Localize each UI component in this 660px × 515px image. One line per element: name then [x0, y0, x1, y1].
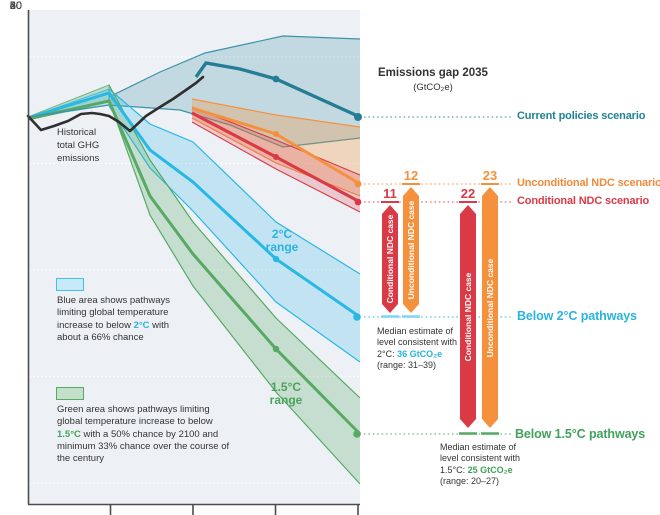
- below-15c-median-line: [27, 99, 362, 436]
- gap-value-cond-15c: 22: [460, 186, 476, 201]
- gap-panel-subtitle: (GtCO₂e): [413, 82, 453, 93]
- median-2c-prefix: 2°C:: [377, 348, 398, 359]
- conditional-15c-gap-arrow: [460, 205, 476, 428]
- y-tick-40: 40: [9, 0, 22, 12]
- blue-area-legend-text: Blue area shows pathways limiting global…: [57, 295, 185, 344]
- unconditional-2030-dot: [273, 131, 279, 137]
- y-tick-30: 30: [9, 0, 22, 12]
- green-area-legend-text: Green area shows pathways limiting globa…: [57, 404, 235, 466]
- gap-bottom-markers: [381, 315, 499, 435]
- y-tick-20: 20: [9, 0, 22, 12]
- green-legend-pre: Green area shows pathways limiting globa…: [57, 404, 213, 428]
- green-area-swatch: [56, 387, 84, 400]
- median-2c-range: (range: 31–39): [377, 359, 437, 370]
- below-2c-band: [109, 89, 360, 362]
- range-2c-word: range: [265, 239, 299, 254]
- below-15c-top-line: [108, 84, 361, 399]
- median-2c-block: Median estimate of level consistent with…: [377, 326, 473, 371]
- median-2c-value: 36 GtCO₂e: [397, 348, 443, 359]
- below-2c-top-line: [108, 88, 361, 275]
- blue-area-swatch: [56, 278, 84, 291]
- median-2c-value-line: 2°C: 36 GtCO₂e: [377, 349, 473, 360]
- range-2c-label: 2°C range: [256, 228, 308, 253]
- unconditional-ndc-bottom-line: [191, 117, 361, 197]
- below-15c-label: Below 1.5°C pathways: [515, 427, 646, 441]
- arrow-label-cond-2c: Conditional NDC case: [385, 214, 395, 304]
- conditional-2035-dot: [354, 198, 362, 206]
- median-15c-block: Median estimate of level consistent with…: [440, 442, 536, 487]
- below-2c-bottom-line: [108, 105, 361, 363]
- median-2c-line2: level consistent with: [377, 337, 458, 348]
- range-2c-temp: 2°C: [271, 227, 293, 241]
- median-15c-line1: Median estimate of: [440, 442, 517, 452]
- current-policies-label: Current policies scenario: [517, 110, 646, 122]
- current-policies-range-top-line: [108, 35, 361, 98]
- median-15c-line2: level consistent with: [440, 453, 521, 464]
- conditional-2c-gap-arrow: [382, 205, 398, 313]
- historical-annotation: Historical total GHG emissions: [57, 127, 100, 164]
- unconditional-2035-dot: [354, 180, 362, 188]
- axes: [27, 10, 360, 515]
- below-15c-2030-dot: [272, 345, 280, 353]
- below-2c-2030-dot: [272, 255, 280, 263]
- blue-legend-term: 2°C: [133, 319, 150, 331]
- below-2c-2035-dot: [353, 313, 361, 321]
- unconditional-15c-gap-arrow: [482, 187, 498, 428]
- green-legend-term: 1.5°C: [57, 428, 81, 440]
- gap-value-uncond-15c: 23: [482, 168, 498, 183]
- conditional-2030-dot: [273, 154, 279, 160]
- median-15c-value: 25 GtCO₂e: [467, 464, 513, 475]
- median-15c-value-line: 1.5°C: 25 GtCO₂e: [440, 465, 536, 476]
- unconditional-ndc-label: Unconditional NDC scenario: [517, 177, 660, 189]
- below-15c-bottom-line: [108, 99, 361, 485]
- median-2c-line1: Median estimate of: [377, 326, 454, 336]
- historical-emissions-line: [26, 75, 205, 133]
- unconditional-2c-gap-arrow: [403, 187, 419, 313]
- gap-value-cond-2c: 11: [383, 186, 397, 201]
- gap-panel-title: Emissions gap 2035: [378, 67, 488, 79]
- below-15c-band: [109, 85, 360, 484]
- range-15c-temp: 1.5°C: [270, 380, 302, 394]
- blue-legend-pre: Blue area shows pathways limiting global…: [57, 295, 171, 331]
- y-tick-60: 60: [9, 0, 22, 12]
- range-15c-word: range: [269, 392, 303, 407]
- conditional-ndc-label: Conditional NDC scenario: [517, 195, 650, 207]
- current-policies-range-band: [109, 36, 360, 147]
- median-15c-range: (range: 20–27): [440, 475, 500, 486]
- current-policies-2030-dot: [272, 75, 280, 83]
- y-tick-50: 50: [9, 0, 22, 12]
- unconditional-ndc-top-line: [191, 98, 361, 128]
- range-15c-label: 1.5°C range: [260, 381, 312, 406]
- current-policies-median-line: [194, 61, 361, 119]
- arrow-label-uncond-15c: Unconditional NDC case: [485, 258, 495, 358]
- gap-top-markers: [381, 183, 499, 203]
- current-policies-2035-dot: [354, 113, 362, 121]
- below-15c-2035-dot: [353, 430, 361, 438]
- gap-value-uncond-2c: 12: [403, 168, 419, 183]
- below-2c-label: Below 2°C pathways: [517, 309, 637, 323]
- arrow-label-uncond-2c: Unconditional NDC case: [406, 200, 416, 300]
- median-15c-prefix: 1.5°C:: [440, 464, 468, 475]
- below-2c-median-line: [27, 91, 361, 319]
- conditional-ndc-bottom-line: [191, 121, 361, 213]
- blue-legend-post: with about a 66% chance: [57, 319, 170, 344]
- green-legend-post: with a 50% chance by 2100 and minimum 33…: [57, 428, 230, 465]
- historical-teal-line: [27, 104, 110, 118]
